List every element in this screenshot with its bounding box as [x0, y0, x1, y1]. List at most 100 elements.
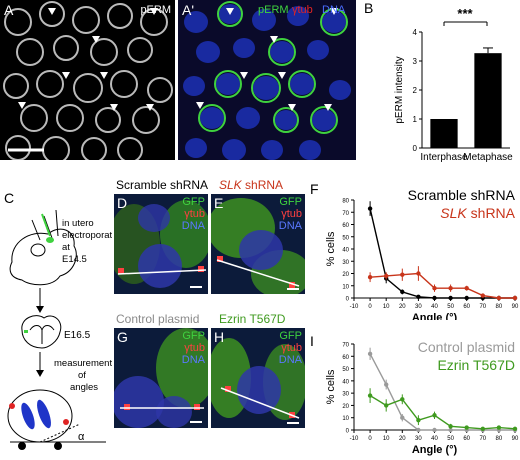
panel-d-image: D GFP γtub DNA — [114, 194, 208, 294]
panel-i-data-point — [432, 427, 437, 433]
panel-i-data-point — [432, 413, 437, 418]
panel-a-prime-marker-dna: DNA — [322, 4, 346, 16]
panel-f-data-point — [416, 271, 421, 276]
panel-f-legend-scramble: Scramble shRNA — [408, 187, 516, 203]
panel-f-x-axis-label: Angle (°) — [412, 312, 458, 320]
panel-d-marker-dna: DNA — [181, 220, 205, 232]
panel-i-x-tick-label: 90 — [512, 436, 519, 442]
panel-i-y-tick-label: 50 — [342, 367, 349, 373]
panel-b-bar — [474, 53, 502, 148]
panel-h-label: H — [214, 329, 225, 345]
panel-f-x-tick-label: 70 — [479, 304, 486, 310]
brain-section-drawing — [21, 315, 62, 349]
dividing-cell-drawing — [7, 389, 106, 450]
panel-i-label: I — [310, 333, 314, 349]
panel-a-prime-micrograph: A' pERM γtub DNA — [178, 0, 356, 160]
panel-i-data-point — [367, 393, 373, 398]
panel-i-x-tick-label: -10 — [350, 436, 359, 442]
panel-f-data-point — [464, 286, 469, 291]
panel-e-marker-tub: γtub — [281, 208, 302, 220]
panel-f-y-axis-label: % cells — [325, 231, 337, 266]
panel-i-y-axis-label: % cells — [325, 369, 337, 404]
panel-b-y-axis-label: pERM intensity — [394, 56, 405, 123]
panel-i-x-tick-label: 60 — [463, 436, 470, 442]
panel-g-title: Control plasmid — [116, 312, 200, 326]
panel-i-data-point — [384, 382, 389, 387]
panel-i-data-point — [416, 427, 421, 433]
panel-a-image — [3, 1, 173, 160]
panel-i-y-tick-label: 10 — [342, 416, 349, 422]
panel-g-drawing — [114, 328, 208, 428]
panel-i-series-line — [369, 395, 516, 430]
panel-i-legend-ezrin: Ezrin T567D — [437, 357, 515, 373]
panel-f-y-tick-label: 50 — [342, 235, 349, 241]
panel-f-x-tick-label: 90 — [512, 304, 519, 310]
panel-b-category-label: Interphase — [420, 152, 468, 163]
panel-e-marker-gfp: GFP — [279, 196, 302, 208]
gfp-cells-mark — [24, 330, 28, 333]
panel-g-label: G — [117, 329, 128, 345]
panel-b-category-label: Metaphase — [463, 152, 513, 163]
panel-i-data-point — [464, 425, 469, 430]
panel-e-label: E — [214, 195, 224, 211]
panel-f-data-point — [432, 286, 437, 291]
panel-i-x-tick-label: 50 — [447, 436, 454, 442]
panel-e-drawing — [211, 198, 305, 294]
panel-f-x-tick-label: 30 — [415, 304, 422, 310]
panel-f-x-tick-label: 0 — [368, 304, 372, 310]
panel-f-y-tick-label: 40 — [342, 248, 349, 254]
angle-alpha-symbol: α — [78, 431, 85, 443]
panel-f-x-tick-label: 80 — [496, 304, 503, 310]
panel-i-x-tick-label: 20 — [399, 436, 406, 442]
panel-f-legend-slk: SLK shRNA — [440, 205, 515, 221]
panel-f-label: F — [310, 181, 319, 197]
panel-f-data-point — [416, 294, 421, 299]
panel-h-title: Ezrin T567D — [219, 312, 286, 326]
panel-e-title: SLK shRNA — [219, 178, 284, 192]
panel-b-chart: *** 0 1 2 3 4 pERM intensity InterphaseMetapha… — [394, 6, 513, 163]
panel-i-x-tick-label: 10 — [383, 436, 390, 442]
panel-f-x-tick-label: 20 — [399, 304, 406, 310]
panel-i-data-point — [367, 351, 373, 357]
panel-f-data-point — [432, 295, 437, 301]
panel-i-y-tick-label: 60 — [342, 355, 349, 361]
electroporation-site-mark — [46, 237, 54, 243]
panel-f-data-point — [400, 272, 405, 277]
panel-g-marker-dna: DNA — [181, 354, 205, 366]
panel-i-x-axis-label: Angle (°) — [412, 444, 458, 456]
panel-f-data-point — [400, 289, 405, 295]
panel-f-data-point — [448, 286, 453, 291]
panel-i-data-point — [448, 427, 453, 433]
panel-a-prime-marker-tub: γtub — [292, 4, 313, 16]
panel-e-marker-dna: DNA — [278, 220, 302, 232]
panel-f-data-point — [512, 295, 518, 301]
panel-a-prime-label: A' — [182, 2, 195, 18]
panel-i-data-point — [384, 403, 389, 408]
panel-d-drawing — [114, 200, 208, 288]
panel-b-bar — [430, 119, 458, 148]
panel-i-data-point — [496, 425, 502, 430]
panel-f-legend-slk-gene: SLK — [440, 205, 467, 221]
panel-i-data-point — [512, 426, 518, 431]
panel-f-x-tick-label: 60 — [463, 304, 470, 310]
panel-d-label: D — [117, 195, 128, 211]
panel-d-marker-tub: γtub — [184, 208, 205, 220]
panel-f-data-point — [367, 274, 373, 280]
panel-a-label: A — [4, 2, 14, 18]
panel-c-label: C — [4, 190, 15, 206]
electroporation-embryo-drawing — [9, 209, 77, 286]
panel-a-prime-image — [183, 1, 351, 160]
panel-a-prime-marker-erm: pERM — [258, 4, 289, 16]
panel-b-y-tick-label: 3 — [413, 57, 418, 66]
panel-b-y-tick-label: 1 — [413, 115, 418, 124]
panel-b-significance: *** — [457, 6, 473, 21]
panel-c-schematic: in utero electroporation at E14.5 E16.5 … — [7, 209, 112, 450]
electrode-line — [41, 213, 51, 237]
panel-h-marker-tub: γtub — [281, 342, 302, 354]
panel-i-x-tick-label: 0 — [368, 436, 372, 442]
panel-f-y-tick-label: 20 — [342, 272, 349, 278]
panel-i-x-tick-label: 40 — [431, 436, 438, 442]
panel-i-y-tick-label: 70 — [342, 343, 349, 349]
